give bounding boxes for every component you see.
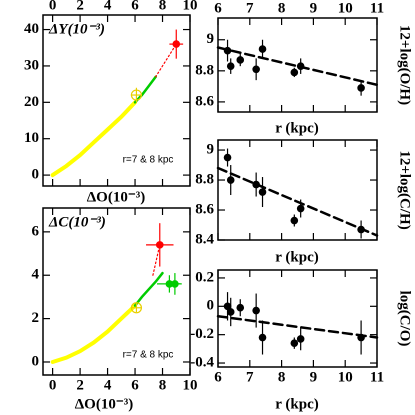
x-tick-label: 7 — [246, 0, 254, 16]
y-tick-label: 8.8 — [195, 62, 214, 78]
x-axis-label: r (kpc) — [275, 396, 318, 412]
point — [290, 68, 299, 77]
point — [172, 40, 181, 48]
y-axis-label: 12+log(O/H) — [397, 25, 413, 105]
y-tick-label: 9 — [207, 31, 215, 47]
x-tick-label: 10 — [183, 0, 198, 13]
curve — [50, 100, 138, 178]
y-tick-label: 8.4 — [195, 231, 214, 247]
x-axis-label: r (kpc) — [275, 249, 318, 265]
point — [171, 280, 179, 288]
point — [357, 84, 365, 92]
x-tick-label: 0 — [49, 0, 57, 13]
annotation: r=7 & 8 kpc — [123, 350, 174, 361]
x-axis-label: r (kpc) — [275, 120, 318, 136]
x-axis-label: ΔO(10⁻³) — [87, 189, 145, 205]
point — [236, 303, 245, 312]
y-tick-label: 4 — [32, 267, 40, 283]
point — [155, 241, 164, 249]
y-tick-label: -0.4 — [190, 354, 214, 370]
point — [296, 62, 305, 70]
x-tick-label: 9 — [310, 0, 318, 16]
point — [258, 333, 267, 342]
x-tick-label: 6 — [214, 0, 222, 16]
y-axis-label: 12+log(C/H) — [397, 150, 413, 229]
curve — [155, 43, 177, 78]
curve — [152, 244, 161, 276]
x-tick-label: 10 — [338, 369, 353, 385]
y-tick-label: -0.2 — [190, 326, 214, 342]
plot-frame — [42, 14, 191, 187]
y-tick-label: 9 — [207, 141, 215, 157]
point — [226, 62, 235, 70]
point — [226, 308, 235, 316]
point — [130, 89, 143, 101]
point — [130, 302, 143, 314]
y-tick-label: 8.6 — [195, 201, 214, 217]
point — [252, 180, 260, 189]
x-tick-label: 6 — [214, 369, 222, 385]
x-tick-label: 2 — [76, 377, 84, 393]
x-tick-label: 11 — [370, 0, 384, 16]
plot-frame — [217, 17, 378, 113]
curve — [216, 46, 379, 87]
x-tick-label: 9 — [310, 369, 318, 385]
point — [296, 204, 305, 213]
y-tick-label: 8.6 — [195, 93, 214, 109]
y-tick-label: 30 — [24, 57, 39, 73]
y-axis-label: ΔY(10⁻³) — [48, 21, 105, 37]
point — [258, 45, 267, 53]
y-axis-label: log(C/O) — [397, 291, 413, 347]
curve — [216, 166, 379, 237]
x-tick-label: 6 — [131, 377, 139, 393]
y-tick-label: 8.8 — [195, 171, 214, 187]
y-tick-label: 2 — [32, 310, 40, 326]
point — [290, 339, 299, 347]
plot-frame — [217, 139, 378, 241]
x-tick-label: 2 — [76, 0, 84, 13]
x-tick-label: 8 — [278, 0, 286, 16]
point — [252, 65, 260, 74]
point — [258, 188, 267, 196]
y-tick-label: 6 — [32, 223, 40, 239]
x-tick-label: 10 — [338, 0, 353, 16]
plot-frame — [217, 269, 378, 368]
point — [290, 216, 299, 225]
annotation: r=7 & 8 kpc — [123, 155, 174, 166]
point — [357, 225, 365, 234]
y-tick-label: 40 — [24, 21, 39, 37]
point — [252, 306, 260, 315]
x-tick-label: 7 — [246, 369, 254, 385]
y-tick-label: 0.2 — [195, 269, 214, 285]
point — [357, 333, 365, 342]
point — [226, 176, 235, 184]
x-tick-label: 6 — [131, 0, 139, 13]
y-tick-label: 0 — [207, 298, 215, 314]
curve — [50, 303, 138, 364]
x-tick-label: 11 — [370, 369, 384, 385]
plot-frame — [42, 207, 191, 376]
point — [236, 56, 245, 64]
x-tick-label: 4 — [104, 377, 112, 393]
y-tick-label: 0 — [32, 353, 40, 369]
y-tick-label: 20 — [24, 94, 39, 110]
x-tick-label: 8 — [159, 0, 167, 13]
curve — [133, 271, 164, 307]
x-tick-label: 10 — [183, 377, 198, 393]
y-tick-label: 10 — [24, 130, 39, 146]
point — [296, 335, 305, 343]
x-tick-label: 0 — [49, 377, 57, 393]
y-axis-label: ΔC(10⁻³) — [48, 214, 106, 230]
y-tick-label: 0 — [32, 167, 40, 183]
x-axis-label: ΔO(10⁻³) — [75, 396, 133, 412]
curve — [133, 75, 157, 104]
x-tick-label: 8 — [278, 369, 286, 385]
x-tick-label: 8 — [159, 377, 167, 393]
x-tick-label: 4 — [104, 0, 112, 13]
point — [223, 46, 232, 55]
curve — [216, 314, 379, 339]
point — [223, 153, 232, 162]
